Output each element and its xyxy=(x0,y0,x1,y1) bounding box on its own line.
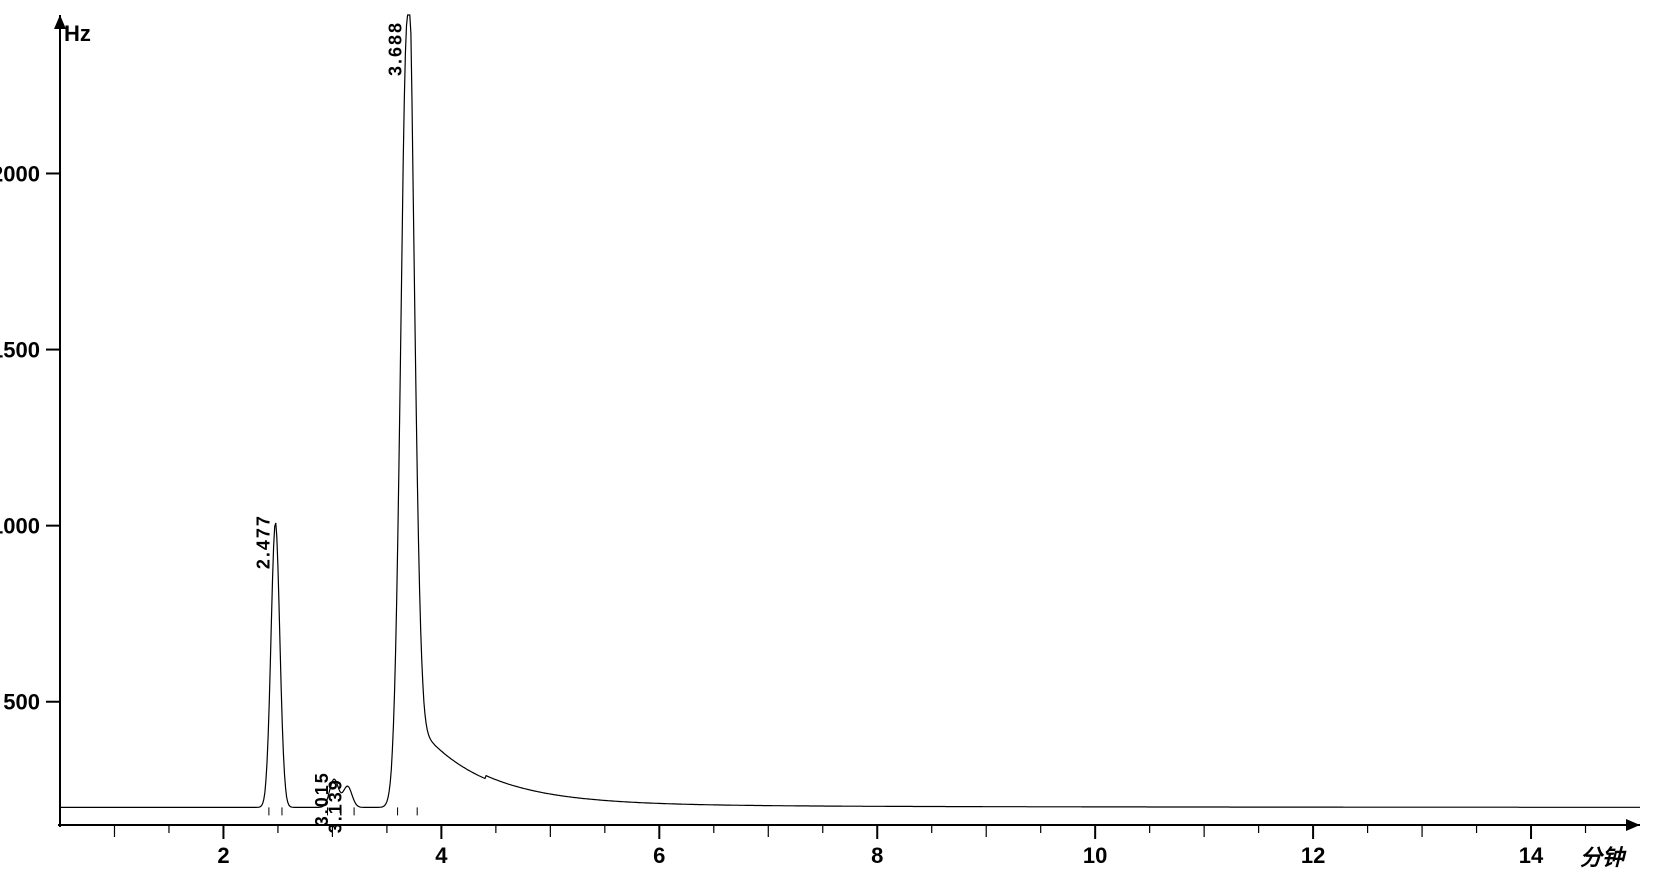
peak-label: 3.139 xyxy=(326,778,346,833)
x-tick-label: 10 xyxy=(1083,843,1107,868)
x-axis-label: 分钟 xyxy=(1580,845,1627,870)
y-axis-label: Hz xyxy=(64,21,91,46)
peak-label: 2.477 xyxy=(253,514,273,569)
y-tick-label: 1500 xyxy=(0,338,40,363)
peak-label-group: 3.688 xyxy=(385,21,405,76)
x-tick-label: 12 xyxy=(1301,843,1325,868)
y-tick-label: 500 xyxy=(3,690,40,715)
x-tick-label: 2 xyxy=(217,843,229,868)
x-tick-label: 8 xyxy=(871,843,883,868)
y-tick-label: 2000 xyxy=(0,161,40,186)
x-tick-label: 6 xyxy=(653,843,665,868)
peak-label-group: 3.139 xyxy=(326,778,346,833)
x-tick-label: 4 xyxy=(435,843,448,868)
chromatogram-chart: 500100015002000Hz2468101214分钟2.4773.0153… xyxy=(0,0,1670,891)
peak-label: 3.688 xyxy=(385,21,405,76)
peak-label-group: 2.477 xyxy=(253,514,273,569)
x-axis-arrow xyxy=(1626,819,1640,831)
trace-line xyxy=(60,15,1640,807)
x-tick-label: 14 xyxy=(1519,843,1544,868)
y-tick-label: 1000 xyxy=(0,514,40,539)
chart-svg: 500100015002000Hz2468101214分钟2.4773.0153… xyxy=(0,0,1670,891)
